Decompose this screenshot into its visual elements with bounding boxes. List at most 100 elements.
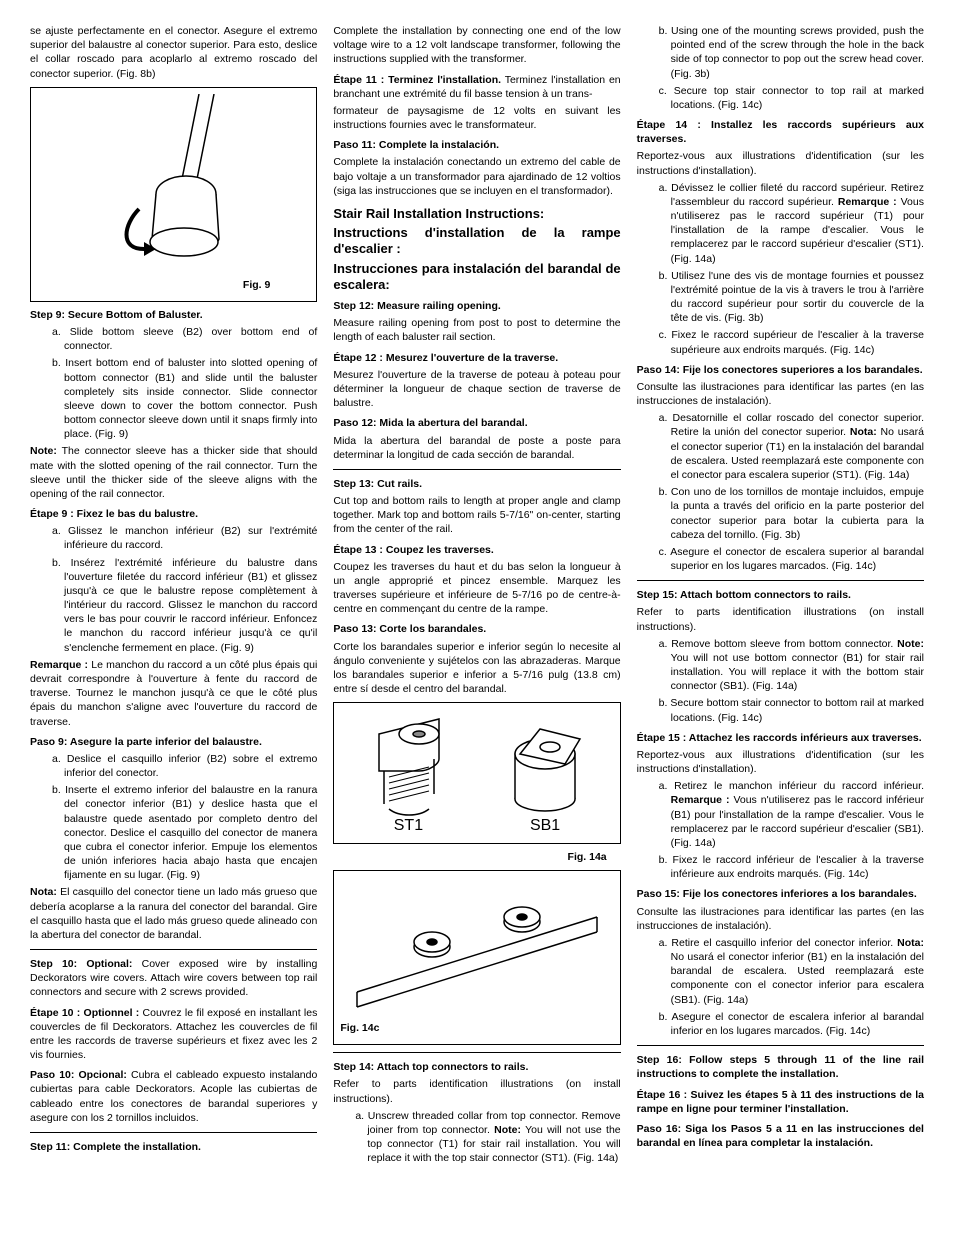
step-14-fr-a: a. Dévissez le collier fileté du raccord… <box>659 181 924 266</box>
step-9-en-note: Note: The connector sleeve has a thicker… <box>30 444 317 501</box>
st1-illustration <box>359 709 459 819</box>
item-text-1: a. Remove bottom sleeve from bottom conn… <box>659 638 897 650</box>
item-text-2: You will not use bottom connector (B1) f… <box>671 652 924 692</box>
step-11-fr-cont: formateur de paysagisme de 12 volts en s… <box>333 104 620 132</box>
step-14-fr-b: b. Utilisez l'une des vis de montage fou… <box>659 269 924 326</box>
step-16-es: Paso 16: Siga los Pasos 5 a 11 en las in… <box>637 1122 924 1150</box>
step-13-en-head: Step 13: Cut rails. <box>333 477 620 491</box>
step-14-es-a: a. Desatornille el collar roscado del co… <box>659 411 924 482</box>
step-13-es-head: Paso 13: Corte los barandales. <box>333 622 620 636</box>
figure-14a-label: Fig. 14a <box>333 850 606 864</box>
divider <box>637 1045 924 1046</box>
step-15-fr-intro: Reportez-vous aux illustrations d'identi… <box>637 748 924 776</box>
sb1-label: SB1 <box>530 815 560 837</box>
step-14-fr-list: a. Dévissez le collier fileté du raccord… <box>637 181 924 357</box>
step-12-es: Mida la abertura del barandal de poste a… <box>333 434 620 462</box>
st1-label: ST1 <box>394 815 423 837</box>
step-13-es: Corte los barandales superior e inferior… <box>333 640 620 697</box>
step-10-en: Step 10: Optional: Cover exposed wire by… <box>30 957 317 1000</box>
step-15-es-intro: Consulte las ilustraciones para identifi… <box>637 905 924 933</box>
step-11-fr: Étape 11 : Terminez l'installation. Term… <box>333 73 620 101</box>
divider <box>30 1132 317 1133</box>
step-16-fr: Étape 16 : Suivez les étapes 5 à 11 des … <box>637 1088 924 1116</box>
figure-9-box: Fig. 9 <box>30 87 317 302</box>
note-label: Note: <box>897 638 924 650</box>
step-12-en: Measure railing opening from post to pos… <box>333 316 620 344</box>
step-11-en-head: Step 11: Complete the installation. <box>30 1140 317 1154</box>
step-14-en-head: Step 14: Attach top connectors to rails. <box>333 1060 620 1074</box>
note-label: Note: <box>30 445 57 457</box>
step-10-es: Paso 10: Opcional: Cubra el cableado exp… <box>30 1068 317 1125</box>
step-10-es-label: Paso 10: Opcional: <box>30 1069 127 1081</box>
step-15-en-a: a. Remove bottom sleeve from bottom conn… <box>659 637 924 694</box>
step-13-fr-head: Étape 13 : Coupez les traverses. <box>333 543 620 557</box>
step-9-es-b: b. Inserte el extremo inferior del balau… <box>52 783 317 882</box>
note-text: The connector sleeve has a thicker side … <box>30 445 317 500</box>
step-15-es-list: a. Retire el casquillo inferior del cone… <box>637 936 924 1038</box>
step-15-fr-a: a. Retirez le manchon inférieur du racco… <box>659 779 924 850</box>
divider <box>30 949 317 950</box>
step-9-en-a: a. Slide bottom sleeve (B2) over bottom … <box>52 325 317 353</box>
step-14-en-a: a. Unscrew threaded collar from top conn… <box>355 1109 620 1166</box>
step-15-en-intro: Refer to parts identification illustrati… <box>637 605 924 633</box>
note-label: Note: <box>494 1124 521 1136</box>
step-14-fr-intro: Reportez-vous aux illustrations d'identi… <box>637 149 924 177</box>
step-9-es-note: Nota: El casquillo del conector tiene un… <box>30 885 317 942</box>
note-label: Remarque : <box>30 659 88 671</box>
step-15-fr-b: b. Fixez le raccord inférieur de l'escal… <box>659 853 924 881</box>
intro-text: se ajuste perfectamente en el conector. … <box>30 24 317 81</box>
step-15-es-a: a. Retire el casquillo inferior del cone… <box>659 936 924 1007</box>
step-14-en-intro: Refer to parts identification illustrati… <box>333 1077 620 1105</box>
step-15-en-list: a. Remove bottom sleeve from bottom conn… <box>637 637 924 725</box>
step-10-fr: Étape 10 : Optionnel : Couvrez le fil ex… <box>30 1006 317 1063</box>
step-13-fr: Coupez les traverses du haut et du bas s… <box>333 560 620 617</box>
page-content: se ajuste perfectamente en el conector. … <box>30 24 924 1165</box>
step-15-fr-list: a. Retirez le manchon inférieur du racco… <box>637 779 924 881</box>
step-15-es-b: b. Asegure el conector de escalera infer… <box>659 1010 924 1038</box>
step-9-en-b: b. Insert bottom end of baluster into sl… <box>52 356 317 441</box>
step-11-en: Complete the installation by connecting … <box>333 24 620 67</box>
step-14-es-c: c. Asegure el conector de escalera super… <box>659 545 924 573</box>
stair-head-es: Instrucciones para instalación del baran… <box>333 261 620 294</box>
step-13-en: Cut top and bottom rails to length at pr… <box>333 494 620 537</box>
step-9-es-list: a. Deslice el casquillo inferior (B2) so… <box>30 752 317 883</box>
step-9-fr-a: a. Glissez le manchon inférieur (B2) sur… <box>52 524 317 552</box>
step-14-es-intro: Consulte las ilustraciones para identifi… <box>637 380 924 408</box>
figure-9-illustration <box>44 94 304 274</box>
step-15-fr-head: Étape 15 : Attachez les raccords inférie… <box>637 731 924 745</box>
step-9-fr-list: a. Glissez le manchon inférieur (B2) sur… <box>30 524 317 655</box>
step-12-en-head: Step 12: Measure railing opening. <box>333 299 620 313</box>
figure-14a-box: ST1 SB1 <box>333 702 620 844</box>
note-label: Nota: <box>850 426 877 438</box>
note-label: Remarque : <box>838 196 897 208</box>
figure-14c-illustration <box>347 877 607 1017</box>
step-9-en-head: Step 9: Secure Bottom of Baluster. <box>30 308 317 322</box>
note-label: Nota: <box>30 886 57 898</box>
step-15-en-b: b. Secure bottom stair connector to bott… <box>659 696 924 724</box>
step-9-fr-head: Étape 9 : Fixez le bas du balustre. <box>30 507 317 521</box>
step-14-es-list: a. Desatornille el collar roscado del co… <box>637 411 924 573</box>
step-9-es-head: Paso 9: Asegure la parte inferior del ba… <box>30 735 317 749</box>
item-text-2: No usará el conector inferior (B1) en la… <box>671 951 924 1006</box>
step-14-fr-c: c. Fixez le raccord supérieur de l'escal… <box>659 328 924 356</box>
divider <box>637 580 924 581</box>
step-15-es-head: Paso 15: Fije los conectores inferiores … <box>637 887 924 901</box>
step-10-en-label: Step 10: Optional: <box>30 958 132 970</box>
figure-14c-box: Fig. 14c <box>333 870 620 1045</box>
step-16-en: Step 16: Follow steps 5 through 11 of th… <box>637 1053 924 1081</box>
step-14-en-c: c. Secure top stair connector to top rai… <box>659 84 924 112</box>
item-text-1: a. Retire el casquillo inferior del cone… <box>659 937 897 949</box>
item-text-1: a. Retirez le manchon inférieur du racco… <box>659 780 924 792</box>
divider <box>333 469 620 470</box>
step-12-es-head: Paso 12: Mida la abertura del barandal. <box>333 416 620 430</box>
divider <box>333 1052 620 1053</box>
figure-14c-label: Fig. 14c <box>340 1021 613 1035</box>
step-14-es-b: b. Con uno de los tornillos de montaje i… <box>659 485 924 542</box>
stair-head-fr: Instructions d'installation de la rampe … <box>333 225 620 258</box>
note-label: Nota: <box>897 937 924 949</box>
step-14-es-head: Paso 14: Fije los conectores superiores … <box>637 363 924 377</box>
step-12-fr: Mesurez l'ouverture de la traverse de po… <box>333 368 620 411</box>
step-14-fr-head: Étape 14 : Installez les raccords supéri… <box>637 118 924 146</box>
step-11-fr-head: Étape 11 : Terminez l'installation. <box>333 74 501 86</box>
note-text: El casquillo del conector tiene un lado … <box>30 886 317 941</box>
